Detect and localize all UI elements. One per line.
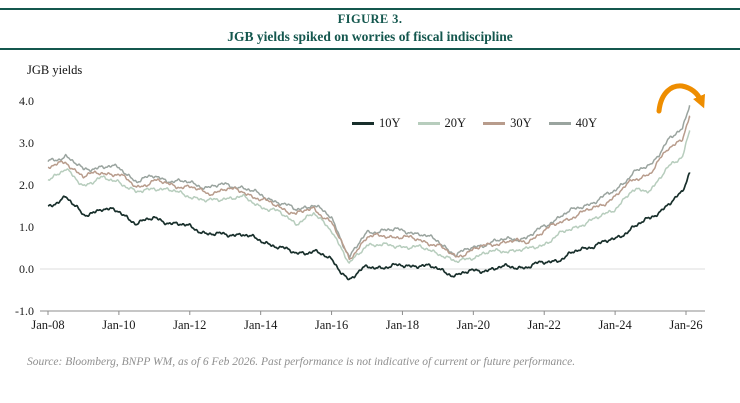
header-divider-rule [0, 48, 740, 50]
x-tick-label: Jan-26 [669, 318, 702, 332]
legend-item-10Y: 10Y [352, 116, 401, 131]
y-tick-label: 3.0 [19, 136, 34, 150]
legend-item-40Y: 40Y [548, 116, 598, 131]
series-line-10Y [47, 172, 691, 281]
figure-title: JGB yields spiked on worries of fiscal i… [227, 29, 513, 44]
y-tick-label: 2.0 [19, 178, 34, 192]
series-line-30Y [47, 115, 691, 261]
spike-arrow-icon [656, 83, 706, 114]
legend-swatch-10Y [352, 122, 374, 125]
legend-label-10Y: 10Y [379, 116, 401, 130]
legend-swatch-40Y [548, 122, 571, 125]
y-tick-label: 4.0 [19, 94, 34, 108]
x-tick-label: Jan-22 [528, 318, 561, 332]
series-line-40Y [47, 105, 691, 259]
chart-legend: 10Y 20Y 30Y 40Y [352, 116, 597, 131]
x-tick-label: Jan-18 [386, 318, 419, 332]
x-tick-label: Jan-14 [244, 318, 278, 332]
y-tick-label: 0.0 [19, 262, 34, 276]
x-tick-label: Jan-20 [457, 318, 490, 332]
legend-label-20Y: 20Y [444, 116, 467, 130]
figure-label: FIGURE 3. [337, 12, 403, 26]
y-tick-label: -1.0 [15, 304, 34, 318]
x-tick-label: Jan-08 [31, 318, 64, 332]
top-rule [0, 8, 740, 10]
legend-label-40Y: 40Y [575, 116, 598, 130]
series-line-20Y [47, 130, 691, 264]
chart-axis-title: JGB yields [27, 63, 83, 77]
legend-label-30Y: 30Y [510, 116, 532, 130]
x-tick-label: Jan-16 [315, 318, 348, 332]
legend-item-20Y: 20Y [417, 116, 467, 131]
y-tick-label: 1.0 [19, 220, 34, 234]
source-note: Source: Bloomberg, BNPP WM, as of 6 Feb … [27, 356, 576, 368]
legend-swatch-20Y [417, 122, 440, 125]
legend-swatch-30Y [483, 122, 506, 125]
x-tick-label: Jan-24 [598, 318, 632, 332]
figure-header: FIGURE 3. JGB yields spiked on worries o… [0, 12, 740, 45]
x-tick-label: Jan-12 [173, 318, 206, 332]
x-tick-label: Jan-10 [102, 318, 135, 332]
legend-item-30Y: 30Y [483, 116, 532, 131]
